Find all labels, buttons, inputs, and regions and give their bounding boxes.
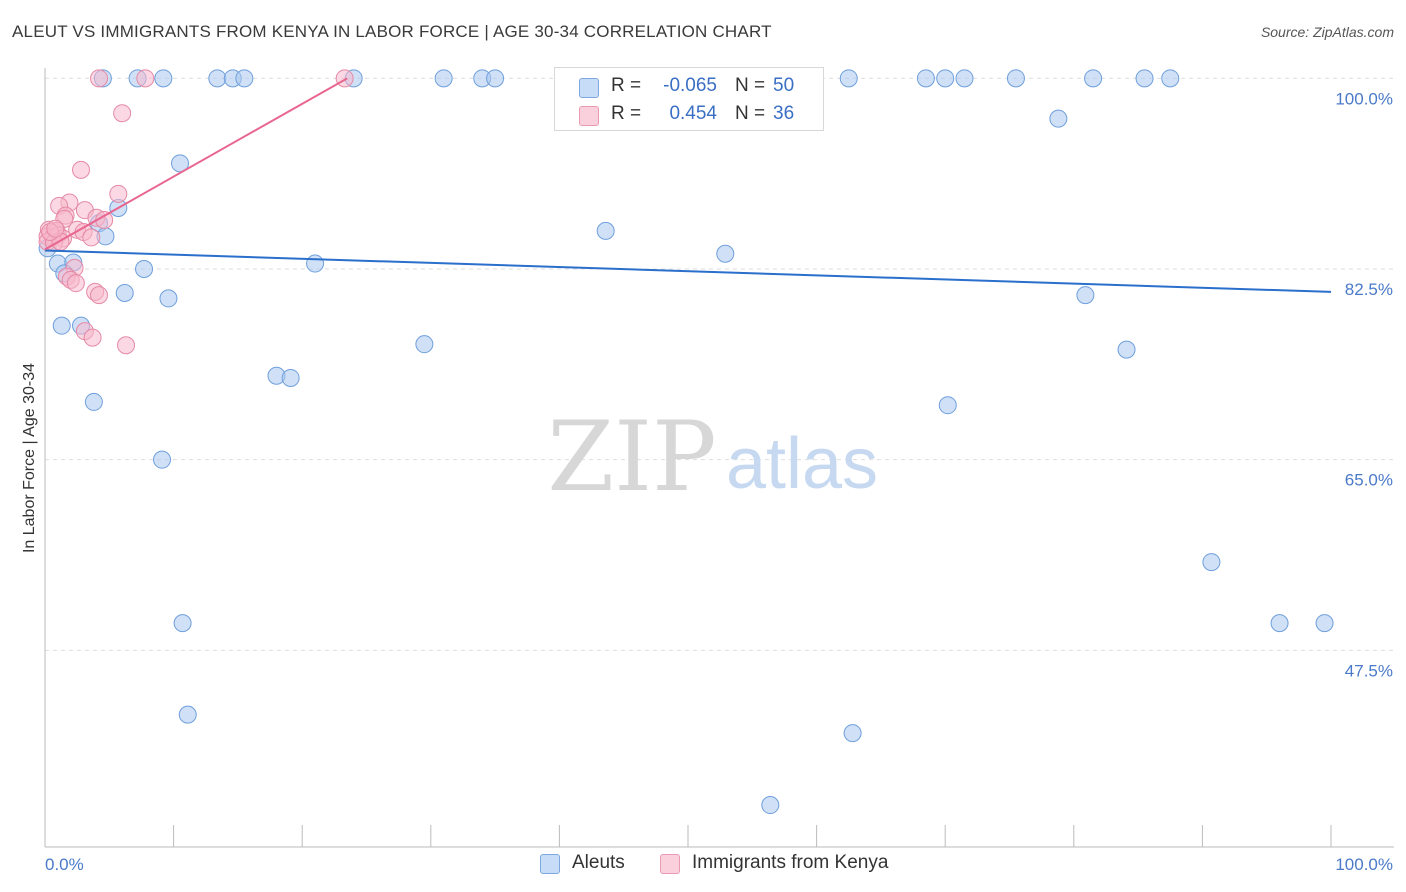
series-kenya xyxy=(38,69,354,355)
axes xyxy=(44,68,1394,848)
trend-line-kenya xyxy=(44,77,348,251)
watermark-zip: ZIP xyxy=(547,401,716,513)
data-point xyxy=(415,335,434,354)
watermark-atlas: atlas xyxy=(726,424,878,504)
data-point xyxy=(916,69,935,88)
data-point xyxy=(113,104,132,123)
legend-n-label: N = xyxy=(735,75,766,96)
data-point xyxy=(938,396,957,415)
legend-swatch-aleuts xyxy=(579,78,599,98)
bottom-legend-label-aleuts: Aleuts xyxy=(572,852,625,873)
data-point xyxy=(843,724,862,743)
data-point xyxy=(955,69,974,88)
y-axis-label: In Labor Force | Age 30-34 xyxy=(21,363,38,553)
data-point xyxy=(117,336,136,355)
data-point xyxy=(52,316,71,335)
data-point xyxy=(936,69,955,88)
data-point xyxy=(235,69,254,88)
data-point xyxy=(486,69,505,88)
trend-lines xyxy=(44,77,1332,293)
data-point xyxy=(1135,69,1154,88)
data-point xyxy=(115,283,134,302)
legend-r-value: 0.454 xyxy=(669,103,717,124)
y-tick-label: 100.0% xyxy=(1335,89,1393,108)
bottom-legend-swatch-kenya xyxy=(660,854,680,874)
data-point xyxy=(82,228,101,247)
y-tick-label: 82.5% xyxy=(1345,280,1393,299)
data-point xyxy=(1117,340,1136,359)
data-point xyxy=(1270,614,1289,633)
data-point xyxy=(1006,69,1025,88)
data-point xyxy=(109,184,128,203)
data-point xyxy=(72,160,91,179)
data-point xyxy=(154,69,173,88)
data-point xyxy=(66,274,85,293)
correlation-legend: R = -0.065 N = 50 R = 0.454 N = 36 xyxy=(554,67,824,131)
data-point xyxy=(173,614,192,633)
data-point xyxy=(716,244,735,263)
data-point xyxy=(1084,69,1103,88)
data-point xyxy=(90,286,109,305)
data-point xyxy=(83,328,102,347)
data-point xyxy=(281,368,300,387)
trend-line-aleuts xyxy=(44,249,1332,293)
legend-n-value: 36 xyxy=(773,103,795,124)
data-point xyxy=(1049,109,1068,128)
data-point xyxy=(596,221,615,240)
bottom-legend-label-kenya: Immigrants from Kenya xyxy=(692,852,889,873)
data-point xyxy=(761,796,780,815)
data-point xyxy=(178,705,197,724)
data-point xyxy=(136,69,155,88)
data-point xyxy=(135,260,154,279)
bottom-legend-swatch-aleuts xyxy=(540,854,560,874)
x-tick-label-max: 100.0% xyxy=(1335,855,1393,874)
legend-r-label: R = xyxy=(611,103,642,124)
data-point xyxy=(84,392,103,411)
legend-swatch-kenya xyxy=(579,106,599,126)
legend-n-label: N = xyxy=(735,103,766,124)
data-point xyxy=(434,69,453,88)
y-tick-label: 47.5% xyxy=(1345,661,1393,680)
data-point xyxy=(306,254,325,273)
y-tick-label: 65.0% xyxy=(1345,471,1393,490)
watermark: ZIP atlas xyxy=(547,401,878,513)
source-label: Source: ZipAtlas.com xyxy=(1260,24,1394,40)
legend-r-value: -0.065 xyxy=(663,75,717,96)
legend-n-value: 50 xyxy=(773,75,795,96)
data-point xyxy=(208,69,227,88)
grid xyxy=(45,77,1394,651)
legend-r-label: R = xyxy=(611,75,642,96)
data-point xyxy=(1315,614,1334,633)
data-points xyxy=(38,69,1334,815)
x-tick-label-min: 0.0% xyxy=(45,855,84,874)
chart-title: ALEUT VS IMMIGRANTS FROM KENYA IN LABOR … xyxy=(12,22,772,41)
data-point xyxy=(153,450,172,469)
data-point xyxy=(1202,553,1221,572)
data-point xyxy=(159,289,178,308)
data-point xyxy=(90,69,109,88)
tick-labels: 100.0% 82.5% 65.0% 47.5% 0.0% 100.0% xyxy=(45,89,1393,874)
data-point xyxy=(46,219,65,238)
data-point xyxy=(1161,69,1180,88)
data-point xyxy=(1076,286,1095,305)
data-point xyxy=(839,69,858,88)
